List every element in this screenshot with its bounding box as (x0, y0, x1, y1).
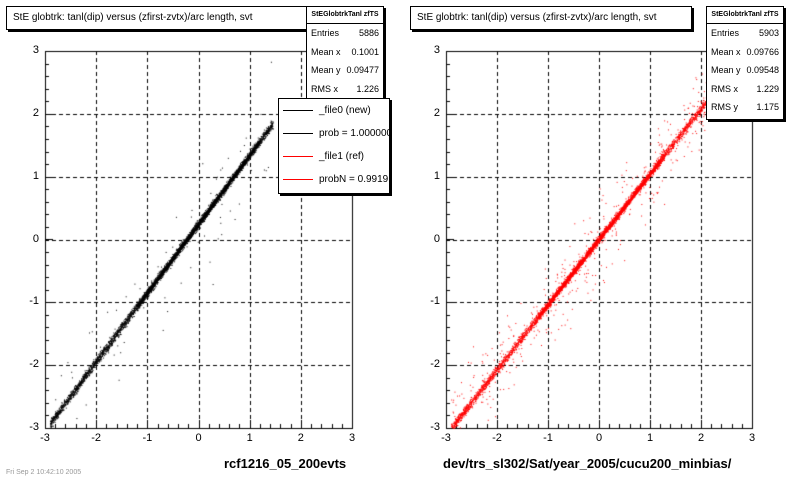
x-tick-label: 1 (246, 432, 253, 444)
y-tick-label: 3 (433, 44, 440, 56)
legend-label-file0: _file0 (new) (319, 105, 371, 116)
legend-row-prob: prob = 1.000000 (279, 122, 389, 145)
y-tick-label: -1 (430, 295, 440, 308)
y-tick-label: 2 (433, 106, 440, 119)
y-tick-label: -2 (430, 358, 440, 371)
y-tick-label: 0 (433, 232, 440, 245)
left-x-caption: rcf1216_05_200evts (224, 456, 347, 471)
left-stats-mean-y-value: 0.09477 (346, 65, 379, 75)
y-tick-label: 1 (32, 169, 39, 182)
left-legend: _file0 (new) prob = 1.000000 _file1 (ref… (278, 98, 390, 194)
x-tick-label: -1 (142, 432, 153, 444)
x-tick-label: -3 (441, 432, 451, 444)
y-tick-label: -2 (29, 358, 39, 371)
legend-label-prob: prob = 1.000000 (319, 128, 390, 139)
right-stats-mean-x-value: 0.09766 (746, 46, 779, 57)
x-tick-label: 2 (697, 432, 705, 444)
right-stats-entries: Entries 5903 (707, 24, 783, 43)
right-stats-rms-y: RMS y 1.175 (707, 98, 783, 117)
x-tick-label: -3 (40, 432, 50, 444)
right-plot-title: StE globtrk: tanl(dip) versus (zfirst-zv… (410, 6, 692, 30)
left-stats-entries: Entries 5886 (307, 24, 383, 43)
x-tick-label: 0 (195, 432, 202, 444)
x-tick-label: -2 (492, 432, 502, 444)
y-tick-label: 2 (32, 106, 39, 119)
legend-line-red (283, 179, 313, 180)
legend-label-file1: _file1 (ref) (319, 151, 365, 162)
x-tick-label: -1 (543, 432, 553, 444)
x-tick-label: 3 (748, 432, 756, 444)
y-tick-label: 0 (32, 232, 39, 245)
legend-row-file1: _file1 (ref) (279, 145, 389, 168)
left-stats-rms-x: RMS x 1.226 (307, 80, 383, 99)
x-tick-label: 2 (297, 432, 304, 444)
left-plot-title: StE globtrk: tanl(dip) versus (zfirst-zv… (6, 6, 310, 30)
right-stats-name: StEGlobtrkTanl zfTS (707, 7, 783, 24)
right-stats-rms-x: RMS x 1.229 (707, 80, 783, 99)
left-stats-rms-x-value: 1.226 (356, 83, 379, 94)
left-stats-mean-y: Mean y 0.09477 (307, 61, 383, 80)
right-stats-rms-x-value: 1.229 (756, 83, 779, 94)
right-stats-mean-x: Mean x 0.09766 (707, 43, 783, 62)
y-tick-label: -1 (29, 295, 39, 308)
y-tick-label: -3 (29, 421, 39, 433)
right-stats-entries-value: 5903 (758, 28, 779, 38)
right-stats-rms-y-value: 1.175 (756, 102, 779, 112)
footer-timestamp: Fri Sep 2 10:42:10 2005 (6, 469, 82, 476)
right-stats-box: StEGlobtrkTanl zfTS Entries 5903 Mean x 0.… (706, 6, 784, 120)
left-stats-name: StEGlobtrkTanl zfTS (307, 7, 383, 24)
y-tick-label: 3 (32, 44, 39, 56)
right-x-caption: dev/trs_sl302/Sat/year_2005/cucu200_minb… (443, 456, 732, 471)
left-title-text: StE globtrk: tanl(dip) versus (zfirst-zv… (13, 12, 253, 23)
left-stats-mean-x: Mean x 0.1001 (307, 43, 383, 62)
left-stats-mean-x-value: 0.1001 (351, 46, 379, 57)
right-stats-mean-y-value: 0.09548 (746, 65, 779, 75)
legend-line-red (283, 156, 313, 157)
y-tick-label: 1 (433, 169, 440, 182)
x-tick-label: 1 (646, 432, 654, 444)
left-stats-box: StEGlobtrkTanl zfTS Entries 5886 Mean x 0.… (306, 6, 384, 100)
legend-line-black (283, 110, 313, 111)
left-stats-entries-value: 5886 (358, 28, 379, 38)
right-title-text: StE globtrk: tanl(dip) versus (zfirst-zv… (417, 12, 657, 23)
x-tick-label: -2 (91, 432, 102, 444)
y-tick-label: -3 (430, 421, 440, 433)
legend-label-probn: probN = 0.991919 (319, 174, 389, 185)
legend-row-file0: _file0 (new) (279, 99, 389, 122)
legend-row-probn: probN = 0.991919 (279, 168, 389, 191)
right-stats-mean-y: Mean y 0.09548 (707, 61, 783, 80)
x-tick-label: 0 (595, 432, 603, 444)
legend-line-black (283, 133, 313, 134)
x-tick-label: 3 (348, 432, 356, 444)
